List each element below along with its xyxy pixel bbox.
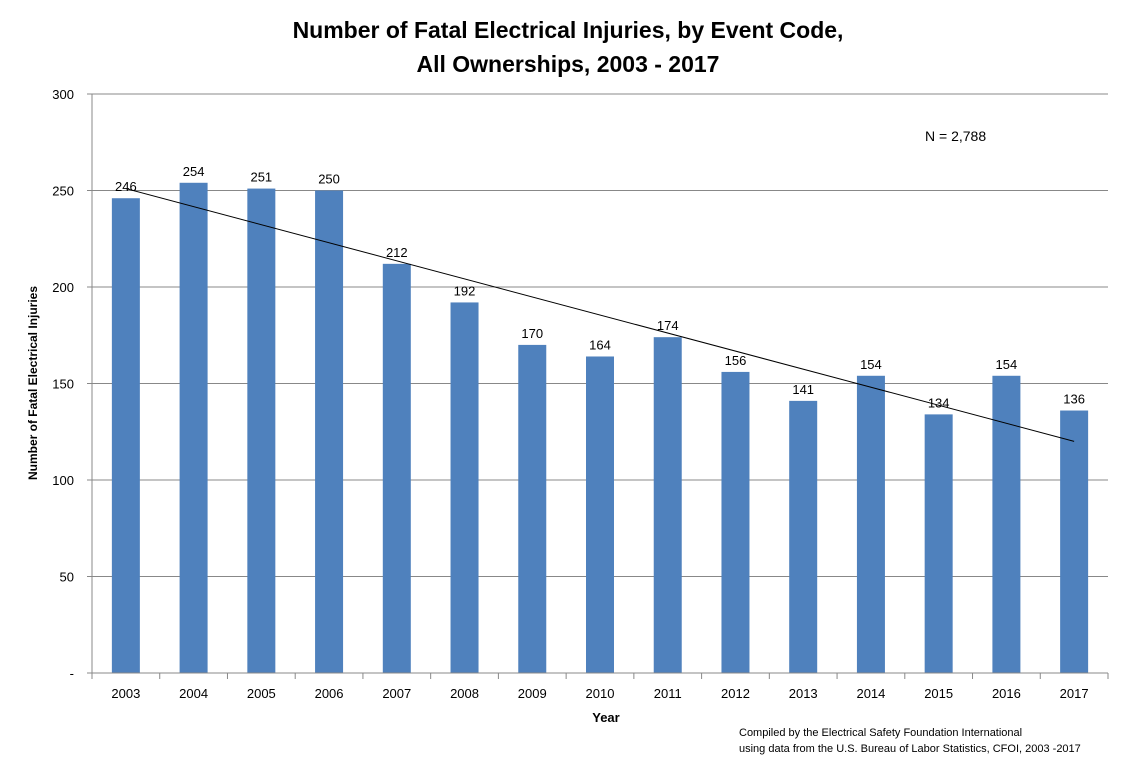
bar-2008: [450, 302, 479, 673]
y-tick-label: 100: [52, 473, 74, 488]
data-label-2008: 192: [454, 283, 476, 298]
x-axis-label: Year: [592, 710, 619, 725]
data-label-2005: 251: [250, 170, 272, 185]
data-label-2013: 141: [792, 382, 814, 397]
data-label-2016: 154: [996, 357, 1018, 372]
data-label-2010: 164: [589, 337, 611, 352]
bar-2007: [382, 263, 411, 673]
data-label-2009: 170: [521, 326, 543, 341]
chart-title-line-1: Number of Fatal Electrical Injuries, by …: [293, 17, 844, 43]
x-tick-label: 2015: [924, 686, 953, 701]
bar-2011: [653, 337, 682, 673]
chart-title-line-2: All Ownerships, 2003 - 2017: [417, 51, 720, 77]
bar-2003: [111, 198, 140, 673]
bar-2010: [586, 356, 614, 673]
x-tick-label: 2007: [382, 686, 411, 701]
axes: - 50 100 150 200 250 300 2003 2004 2005 2006 2007 20…: [52, 87, 1109, 701]
y-tick-label: 250: [52, 184, 74, 199]
x-tick-label: 2003: [111, 686, 140, 701]
x-tick-label: 2017: [1060, 686, 1089, 701]
bar-2017: [1060, 410, 1089, 673]
data-label-2017: 136: [1063, 392, 1085, 407]
data-label-2006: 250: [318, 172, 340, 187]
trendline: [125, 188, 1075, 442]
y-tick-label: 200: [52, 280, 74, 295]
y-tick-label: 150: [52, 377, 74, 392]
y-axis-label: Number of Fatal Electrical Injuries: [26, 286, 40, 480]
x-tick-label: 2006: [315, 686, 344, 701]
x-tick-label: 2004: [179, 686, 208, 701]
data-label-2004: 254: [183, 164, 205, 179]
y-tick-label: 300: [52, 87, 74, 102]
bar-2012: [721, 371, 750, 673]
bar-2006: [315, 190, 344, 673]
bar-2009: [518, 344, 547, 673]
bar-2004: [179, 182, 208, 673]
data-label-2012: 156: [725, 353, 747, 368]
data-label-2014: 154: [860, 357, 882, 372]
data-label-2007: 212: [386, 245, 408, 260]
x-tick-label: 2014: [856, 686, 885, 701]
data-label-2003: 246: [115, 179, 137, 194]
x-tick-label: 2005: [247, 686, 276, 701]
x-tick-label: 2016: [992, 686, 1021, 701]
x-tick-label: 2009: [518, 686, 547, 701]
data-label-2011: 174: [657, 318, 679, 333]
bar-2015: [924, 414, 953, 673]
x-tick-label: 2008: [450, 686, 479, 701]
bar-2014: [856, 375, 885, 673]
bar-2013: [789, 400, 818, 673]
trendline-group: [125, 188, 1075, 442]
bars: [111, 182, 1089, 673]
x-tick-label: 2011: [654, 686, 682, 701]
x-tick-label: 2012: [721, 686, 750, 701]
bar-2005: [247, 188, 276, 673]
y-tick-label: 50: [60, 570, 74, 585]
footnote-line-2: using data from the U.S. Bureau of Labor…: [739, 743, 1081, 755]
x-tick-label: 2010: [586, 686, 615, 701]
y-tick-label: -: [70, 666, 74, 681]
n-annotation: N = 2,788: [925, 128, 986, 144]
x-tick-label: 2013: [789, 686, 818, 701]
footnote-line-1: Compiled by the Electrical Safety Founda…: [739, 727, 1022, 739]
